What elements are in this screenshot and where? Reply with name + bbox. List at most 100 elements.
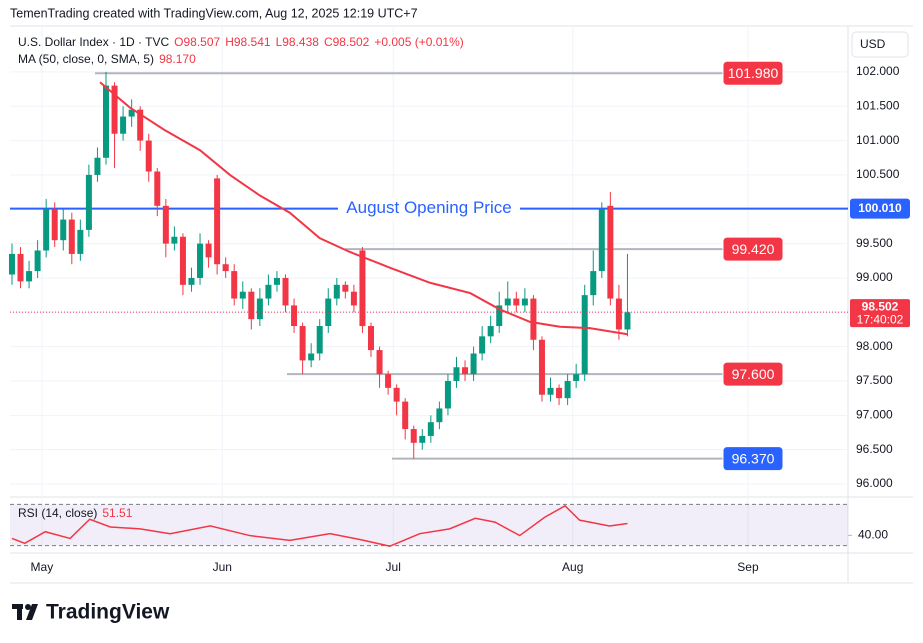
candle-body bbox=[26, 271, 33, 282]
candle-body bbox=[470, 353, 477, 375]
x-tick-label: Jun bbox=[213, 560, 232, 574]
level-box bbox=[722, 361, 784, 387]
candle-body bbox=[34, 250, 41, 272]
candle-body bbox=[77, 229, 84, 254]
candle-body bbox=[444, 380, 451, 409]
candle-body bbox=[487, 326, 494, 337]
quote: O98.507 H98.541 L98.438 C98.502 +0.005 (+0.0… bbox=[174, 35, 469, 49]
level-axis-label bbox=[850, 198, 910, 219]
candle-body bbox=[256, 298, 263, 320]
level-label: 97.600 bbox=[732, 366, 775, 382]
candle-body bbox=[43, 209, 50, 251]
candle-body bbox=[496, 305, 503, 327]
candle-body bbox=[94, 157, 101, 175]
logo-icon bbox=[12, 604, 38, 620]
candle-body bbox=[359, 250, 366, 327]
candle-body bbox=[282, 277, 289, 306]
level-text: August Opening Price bbox=[346, 198, 511, 217]
rsi-last: 51.51 bbox=[102, 506, 133, 520]
candle-body bbox=[462, 367, 469, 375]
candle-body bbox=[222, 264, 229, 272]
level-text-bg bbox=[338, 197, 520, 220]
candle-body bbox=[530, 298, 537, 340]
last-price-label: 98.502 bbox=[862, 299, 899, 313]
y-tick-label: 97.500 bbox=[856, 373, 893, 387]
last-price-box bbox=[850, 299, 910, 328]
y-tick-label: 101.500 bbox=[856, 98, 900, 112]
candle-body bbox=[128, 109, 135, 117]
candle-body bbox=[564, 380, 571, 399]
ma-legend: MA (50, close, 0, SMA, 5) 98.170 bbox=[18, 52, 201, 66]
series-legend: U.S. Dollar Index · 1D · TVC O98.507 H98.5… bbox=[18, 35, 474, 49]
y-tick-label: 102.000 bbox=[856, 64, 900, 78]
candle-body bbox=[556, 387, 563, 399]
ma-name: MA (50, close, 0, SMA, 5) bbox=[18, 52, 155, 66]
candle-body bbox=[205, 243, 212, 258]
level-box bbox=[722, 236, 784, 262]
candle-body bbox=[350, 291, 357, 306]
candle-body bbox=[521, 298, 528, 306]
y-tick-label: 99.000 bbox=[856, 270, 893, 284]
candle-body bbox=[615, 298, 622, 330]
candle-body bbox=[60, 219, 67, 241]
currency-box[interactable] bbox=[851, 31, 909, 58]
rsi-line bbox=[11, 504, 628, 547]
candle-body bbox=[385, 374, 392, 388]
logo-text: TradingView bbox=[46, 601, 170, 624]
candle-body bbox=[624, 312, 631, 330]
level-box bbox=[722, 446, 784, 472]
quote-item: L98.438 bbox=[275, 35, 319, 49]
candle-body bbox=[8, 253, 15, 275]
candle-body bbox=[137, 109, 144, 141]
candle-body bbox=[188, 277, 195, 285]
level-label: 100.010 bbox=[858, 201, 902, 215]
candle-body bbox=[154, 171, 161, 206]
x-tick-label: Jul bbox=[386, 560, 401, 574]
candle-body bbox=[393, 387, 400, 402]
candle-body bbox=[547, 387, 554, 395]
y-tick-label: 101.000 bbox=[856, 133, 900, 147]
ma-last: 98.170 bbox=[159, 52, 196, 66]
candle-body bbox=[333, 284, 340, 299]
candle-body bbox=[590, 271, 597, 296]
countdown: 17:40:02 bbox=[857, 312, 904, 326]
y-tick-label: 96.000 bbox=[856, 476, 893, 490]
quote-item: O98.507 bbox=[174, 35, 221, 49]
candle-body bbox=[179, 236, 186, 285]
candle-body bbox=[85, 174, 92, 230]
banner: TemenTrading created with TradingView.co… bbox=[10, 6, 418, 20]
candle-body bbox=[68, 219, 75, 254]
x-tick-label: May bbox=[31, 560, 54, 574]
candle-body bbox=[581, 295, 588, 375]
level-label: 101.980 bbox=[728, 65, 779, 81]
x-tick-label: Aug bbox=[562, 560, 583, 574]
candle-body bbox=[162, 205, 169, 244]
candle-body bbox=[145, 140, 152, 172]
candle-body bbox=[102, 85, 109, 158]
rsi-name: RSI (14, close) bbox=[18, 506, 98, 520]
series-title: U.S. Dollar Index · 1D · TVC bbox=[18, 35, 170, 49]
candle-body bbox=[308, 353, 315, 361]
candle-body bbox=[316, 326, 323, 354]
candle-body bbox=[410, 429, 417, 443]
y-tick-label: 98.000 bbox=[856, 339, 893, 353]
x-tick-label: Sep bbox=[737, 560, 759, 574]
candle-body bbox=[342, 284, 349, 292]
y-tick-label: 96.500 bbox=[856, 442, 893, 456]
candle-body bbox=[598, 209, 605, 272]
ma-line bbox=[99, 81, 628, 336]
candle-body bbox=[436, 408, 443, 423]
currency: USD bbox=[860, 37, 886, 51]
candle-body bbox=[402, 401, 409, 430]
candle-body bbox=[607, 205, 614, 299]
candle-body bbox=[504, 298, 511, 306]
candle-body bbox=[376, 350, 383, 375]
candle-body bbox=[231, 271, 238, 299]
candle-body bbox=[265, 284, 272, 299]
level-label: 99.420 bbox=[732, 241, 775, 257]
y-tick-label: 99.500 bbox=[856, 236, 893, 250]
y-tick-label: 97.000 bbox=[856, 407, 893, 421]
candle-body bbox=[573, 374, 580, 381]
candle-body bbox=[453, 367, 460, 381]
